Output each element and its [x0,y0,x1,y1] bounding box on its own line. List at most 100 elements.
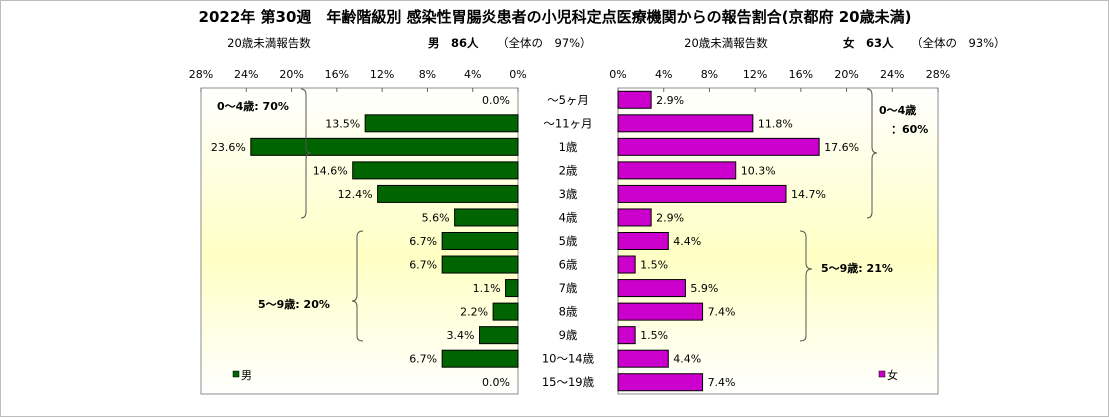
male-value-label: 1.1% [473,282,501,295]
age-category-label: 15～19歳 [542,375,595,389]
male-value-label: 0.0% [482,94,510,107]
female-value-label: 2.9% [656,94,684,107]
female-value-label: 4.4% [673,235,701,248]
male-value-label: 13.5% [325,117,360,130]
male-value-label: 14.6% [313,164,348,177]
female-group-0-4-brace [866,88,878,219]
male-bar [352,161,519,180]
age-category-label: 5歳 [559,234,578,248]
age-category-labels: ～5ヶ月 ～11ヶ月 1歳 2歳 3歳 4歳 5歳 6歳 7歳 8歳 9歳 10～14歳 15～19歳 [542,93,595,389]
female-bar [617,114,754,133]
female-bar [617,279,686,298]
female-group-5-9-label: 5～9歳: 21% [821,261,893,275]
female-bar [617,349,669,368]
male-group-0-4-label: 0～4歳: 70% [217,99,289,113]
age-category-label: ～11ヶ月 [543,116,592,130]
male-value-label: 5.6% [422,211,450,224]
male-bar [250,137,519,156]
female-bar [617,161,737,180]
female-count-label: 20歳未満報告数 [684,36,768,50]
female-bar [617,302,704,321]
female-value-label: 7.4% [708,306,736,319]
male-tick-label: 20% [279,68,303,81]
female-tick-label: 12% [743,68,767,81]
female-name-count: 女 63人 [843,36,894,50]
male-value-label: 23.6% [211,141,246,154]
male-value-label: 6.7% [409,353,437,366]
age-category-label: 7歳 [559,281,578,295]
age-category-label: 9歳 [559,328,578,342]
female-value-label: 14.7% [791,188,826,201]
female-group-0-4-label: 0～4歳 [879,103,916,117]
age-category-label: 8歳 [559,305,578,319]
male-group-5-9-label: 5～9歳: 20% [258,297,330,311]
male-bar [454,208,519,227]
male-value-label: 3.4% [447,329,475,342]
female-tick-label: 8% [701,68,718,81]
female-share: （全体の 93%） [911,36,1006,50]
age-category-label: ～5ヶ月 [547,93,589,107]
female-value-label: 2.9% [656,211,684,224]
male-group-5-9-brace [351,230,364,342]
male-value-label: 2.2% [460,306,488,319]
female-bar [617,232,669,250]
female-bar [617,90,652,109]
male-share: （全体の 97%） [497,36,592,50]
female-tick-label: 4% [655,68,672,81]
male-bar [441,232,519,250]
age-category-label: 1歳 [559,140,578,154]
female-value-label: 11.8% [758,117,793,130]
age-category-label: 10～14歳 [542,352,595,366]
male-bar [505,279,519,298]
female-bar [617,184,787,203]
age-category-label: 4歳 [559,210,578,224]
female-bar [617,373,704,392]
male-tick-label: 0% [509,68,526,81]
female-tick-label: 0% [609,68,626,81]
male-legend-swatch [232,370,240,378]
female-x-axis: 0% 4% 8% 12% 16% 20% 24% 28% [609,68,950,92]
female-value-label: 1.5% [640,259,668,272]
male-name-count: 男 86人 [428,36,479,50]
female-tick-label: 24% [880,68,904,81]
female-bar [617,208,652,227]
male-bars: 0.0% 13.5% 23.6% 14.6% 12.4% 5.6% 6.7% 6.7% 1.1%… [211,94,519,389]
age-category-label: 2歳 [559,163,578,177]
male-tick-label: 4% [464,68,481,81]
male-tick-label: 12% [370,68,394,81]
female-value-label: 17.6% [824,141,859,154]
male-bar [441,255,519,274]
female-tick-label: 20% [834,68,858,81]
male-legend-label: 男 [241,369,252,382]
female-value-label: 1.5% [640,329,668,342]
female-bars: 2.9% 11.8% 17.6% 10.3% 14.7% 2.9% 4.4% 1.5% 5.9%… [617,90,859,392]
male-bar [364,114,519,133]
male-tick-label: 24% [234,68,258,81]
female-tick-label: 28% [926,68,950,81]
male-tick-label: 16% [325,68,349,81]
female-legend-label: 女 [887,368,898,382]
male-tick-label: 28% [189,68,213,81]
age-category-label: 3歳 [559,187,578,201]
male-value-label: 0.0% [482,376,510,389]
female-value-label: 7.4% [708,376,736,389]
male-bar [377,184,519,203]
male-bar [492,302,519,321]
male-value-label: 6.7% [409,235,437,248]
male-value-label: 12.4% [338,188,373,201]
female-value-label: 10.3% [741,164,776,177]
female-legend-swatch [878,370,886,378]
female-bar [617,326,636,345]
female-bar [617,137,820,156]
male-bar [441,349,519,368]
chart-title: 2022年 第30週 年齢階級別 感染性胃腸炎患者の小児科定点医療機関からの報告… [199,8,912,26]
male-x-axis: 0% 4% 8% 12% 16% 20% 24% 28% [189,68,527,92]
female-group-5-9-brace [799,230,813,342]
female-tick-label: 16% [789,68,813,81]
female-value-label: 5.9% [690,282,718,295]
female-bar [617,255,636,274]
male-count-label: 20歳未満報告数 [227,36,311,50]
male-bar [479,326,519,345]
